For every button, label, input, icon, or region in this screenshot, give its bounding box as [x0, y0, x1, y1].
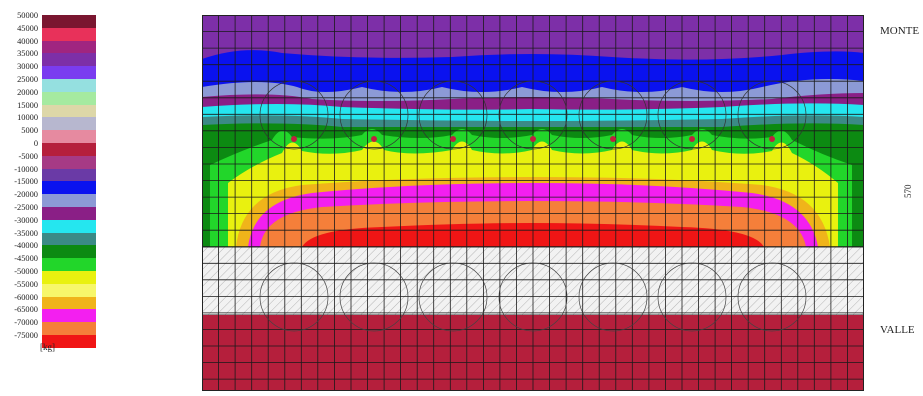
legend-swatch: [42, 283, 96, 297]
legend-label: 45000: [17, 23, 38, 33]
pile-circle: [498, 80, 568, 150]
pile-circle: [339, 262, 409, 332]
legend-label: -20000: [14, 190, 38, 200]
pile-circle: [657, 262, 727, 332]
legend-label: 40000: [17, 36, 38, 46]
legend-label: -30000: [14, 215, 38, 225]
pile-circle: [737, 80, 807, 150]
legend-label: 50000: [17, 11, 38, 20]
pile-marker: [371, 136, 377, 142]
legend-unit: [kg]: [40, 342, 55, 352]
legend-label: 30000: [17, 62, 38, 72]
legend-label: -50000: [14, 267, 38, 276]
legend-swatch: [42, 335, 96, 348]
pile-marker: [450, 136, 456, 142]
legend-swatch: [42, 232, 96, 246]
legend-label: 0: [33, 139, 38, 148]
pile-circle: [657, 80, 727, 150]
legend-swatch: [42, 40, 96, 54]
pile-circle: [418, 262, 488, 332]
legend-swatch: [42, 181, 96, 195]
label-valle: VALLE: [880, 324, 915, 336]
legend-swatch: [42, 104, 96, 118]
legend-label: 25000: [17, 75, 38, 84]
legend-label: 20000: [17, 87, 38, 97]
legend-label: -25000: [14, 203, 38, 212]
legend-label: -5000: [18, 151, 38, 161]
pile-marker: [610, 136, 616, 142]
legend-label: 5000: [21, 126, 38, 136]
legend-swatch: [42, 194, 96, 207]
legend-label: -35000: [14, 228, 38, 238]
legend-swatch: [42, 258, 96, 271]
legend-swatch: [42, 91, 96, 105]
legend-swatch: [42, 155, 96, 169]
legend-swatch: [42, 79, 96, 92]
pile-marker: [689, 136, 695, 142]
pile-marker: [291, 136, 297, 142]
mesh-grid: [202, 15, 865, 391]
pile-marker: [530, 136, 536, 142]
legend-label: -40000: [14, 241, 38, 251]
legend-label: 35000: [17, 49, 38, 59]
legend-swatch: [42, 27, 96, 41]
label-monte: MONTE: [880, 25, 920, 37]
legend-label: -55000: [14, 279, 38, 289]
legend-swatch: [42, 66, 96, 79]
contour-plot: [202, 15, 865, 391]
pile-circle: [339, 80, 409, 150]
legend-swatch: [42, 245, 96, 259]
legend-label: -45000: [14, 254, 38, 264]
legend-swatch: [42, 322, 96, 335]
legend-label: -70000: [14, 318, 38, 328]
pile-circles-bottom: [259, 262, 807, 332]
pile-circle: [578, 80, 648, 150]
legend-swatch: [42, 296, 96, 310]
legend-label: -65000: [14, 305, 38, 315]
pile-circle: [737, 262, 807, 332]
dimension-label: 570: [903, 184, 913, 199]
legend-swatch: [42, 130, 96, 143]
legend-label: -15000: [14, 177, 38, 187]
pile-circle: [259, 262, 329, 332]
legend-swatch: [42, 53, 96, 67]
legend-swatch: [42, 117, 96, 131]
legend-swatch: [42, 207, 96, 220]
legend-label: -10000: [14, 164, 38, 174]
legend-swatch: [42, 271, 96, 284]
pile-marker: [769, 136, 775, 142]
legend-label: 15000: [17, 100, 38, 110]
pile-circles-top: [259, 80, 807, 150]
legend-swatch: [42, 309, 96, 323]
pile-circle: [578, 262, 648, 332]
pile-circle: [259, 80, 329, 150]
contour-plot-svg: [202, 15, 865, 391]
legend-label: -75000: [14, 331, 38, 340]
pile-circle: [498, 262, 568, 332]
legend-label: -60000: [14, 292, 38, 302]
legend-swatch: [42, 219, 96, 233]
legend-swatch: [42, 168, 96, 182]
legend-swatch: [42, 143, 96, 156]
legend-swatch: [42, 15, 96, 28]
legend-label: 10000: [17, 113, 38, 123]
pile-circle: [418, 80, 488, 150]
